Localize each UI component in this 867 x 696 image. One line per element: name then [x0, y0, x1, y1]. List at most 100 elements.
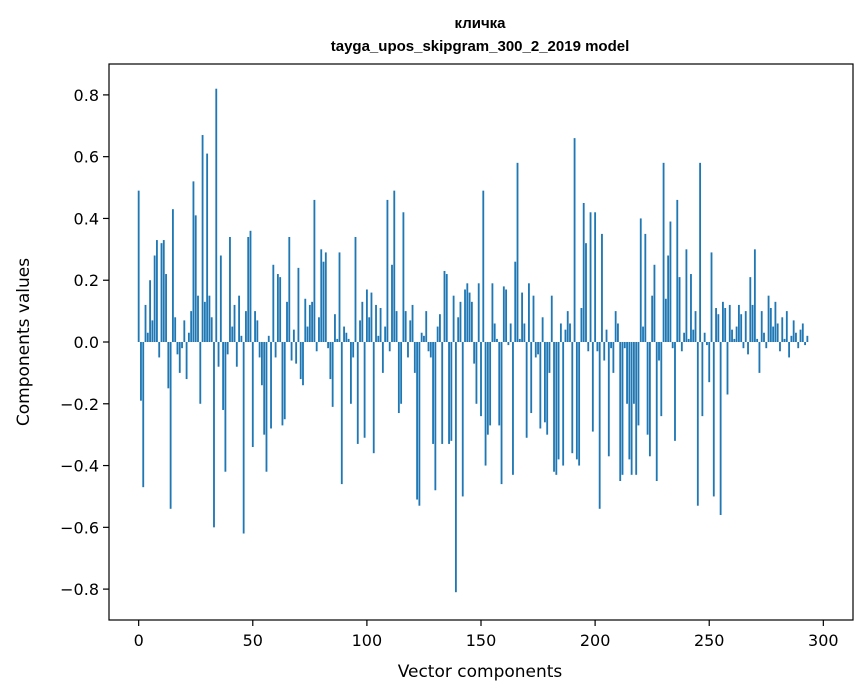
- bar: [311, 301, 314, 342]
- bar: [589, 212, 592, 342]
- bar: [215, 88, 218, 343]
- bar: [384, 326, 387, 342]
- bar: [783, 338, 786, 342]
- bar: [322, 261, 325, 342]
- bar: [694, 311, 697, 342]
- bar: [381, 342, 384, 373]
- bar: [493, 323, 496, 342]
- bar: [386, 199, 389, 342]
- bar: [502, 286, 505, 342]
- bar: [653, 264, 656, 342]
- x-tick-label: 150: [466, 631, 497, 650]
- bar: [318, 317, 320, 342]
- bar: [580, 308, 583, 342]
- bar: [343, 326, 345, 342]
- bar: [521, 292, 523, 342]
- bar: [461, 342, 464, 497]
- bar: [617, 323, 619, 342]
- bar: [464, 289, 466, 342]
- bar: [655, 342, 658, 481]
- bar: [224, 342, 227, 472]
- bar: [486, 342, 489, 435]
- bar: [288, 236, 291, 342]
- bar: [564, 329, 567, 342]
- y-tick-label: 0.0: [74, 333, 99, 352]
- bar: [400, 342, 403, 404]
- bar: [233, 304, 236, 342]
- bar: [153, 255, 156, 342]
- bar: [283, 342, 286, 420]
- bar: [345, 332, 348, 342]
- bar: [452, 295, 455, 342]
- bar: [740, 314, 743, 342]
- y-tick-label: −0.8: [60, 580, 99, 599]
- bar: [566, 311, 569, 342]
- bar: [518, 338, 521, 342]
- bar: [429, 342, 432, 358]
- bar: [329, 342, 332, 380]
- bar: [286, 301, 288, 342]
- bar: [254, 311, 256, 342]
- bar: [674, 342, 676, 441]
- bar: [715, 308, 717, 342]
- bar: [407, 342, 409, 358]
- plot-frame: [108, 63, 854, 621]
- bar: [735, 326, 738, 342]
- bar: [137, 190, 140, 342]
- bar: [765, 342, 768, 349]
- bar: [605, 329, 608, 342]
- bar: [626, 342, 628, 404]
- y-tick-label: 0.2: [74, 271, 99, 290]
- bar: [692, 329, 695, 342]
- bar: [731, 329, 733, 342]
- bar: [432, 342, 434, 444]
- bar: [635, 342, 638, 475]
- bar: [758, 342, 761, 373]
- bar: [169, 342, 172, 509]
- bar: [181, 342, 183, 349]
- bar: [208, 295, 211, 342]
- bar: [302, 342, 304, 386]
- bar: [144, 304, 147, 342]
- bar: [571, 342, 574, 454]
- bar: [525, 342, 528, 438]
- bar: [769, 308, 772, 342]
- bar: [744, 311, 747, 342]
- bar: [411, 304, 414, 342]
- bar: [607, 342, 610, 457]
- bar: [667, 255, 670, 342]
- bar: [737, 304, 740, 342]
- bar: [210, 317, 213, 342]
- bar: [749, 277, 752, 342]
- bar: [149, 280, 151, 342]
- x-tick-label: 50: [243, 631, 263, 650]
- bar: [217, 342, 220, 367]
- bar: [696, 342, 699, 506]
- bar: [601, 233, 603, 342]
- bar: [354, 236, 357, 342]
- bar: [630, 342, 633, 475]
- bar: [140, 342, 142, 401]
- bar: [263, 342, 266, 435]
- bar: [785, 311, 788, 342]
- bar: [416, 342, 419, 500]
- bar: [781, 317, 784, 342]
- bar: [272, 264, 275, 342]
- bar: [642, 326, 644, 342]
- bar: [388, 342, 391, 352]
- bar: [646, 342, 649, 435]
- chart-title: кличка: [455, 15, 507, 32]
- bar: [247, 236, 250, 342]
- x-tick-label: 100: [352, 631, 383, 650]
- bar: [612, 342, 615, 373]
- bar: [443, 270, 446, 342]
- bar: [726, 342, 729, 395]
- bar: [219, 255, 222, 342]
- bar: [425, 311, 428, 342]
- bar: [614, 311, 617, 342]
- bar: [308, 304, 311, 342]
- bar: [763, 332, 765, 342]
- bar: [575, 342, 578, 460]
- bar: [498, 342, 501, 426]
